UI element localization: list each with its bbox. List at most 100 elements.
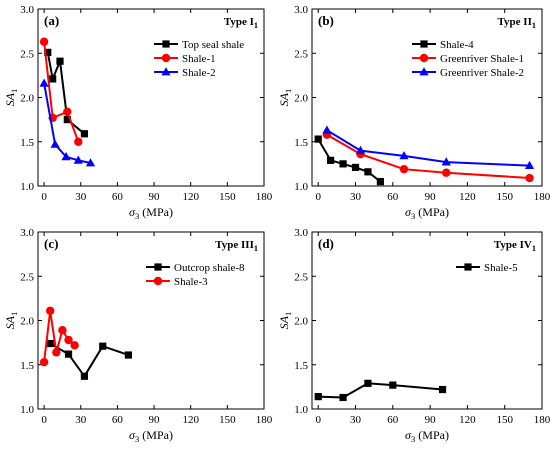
series-outcrop-shale-8 [46, 339, 132, 380]
x-tick-label: 120 [459, 414, 476, 426]
data-point [46, 306, 55, 315]
y-axis-label: SA1 [3, 89, 19, 107]
x-tick-label: 150 [219, 191, 236, 203]
y-tick-label: 2.0 [294, 93, 308, 105]
panel-tag: (b) [318, 13, 334, 28]
legend-marker [161, 53, 171, 63]
data-point [399, 151, 409, 160]
x-tick-label: 60 [112, 191, 124, 203]
y-tick-label: 1.5 [294, 137, 308, 149]
x-tick-label: 30 [350, 191, 362, 203]
legend-entry: Outcrop shale-8 [174, 262, 245, 274]
data-point [355, 145, 366, 154]
type-label: Type III1 [215, 239, 258, 253]
legend-marker [153, 276, 163, 286]
x-tick-label: 90 [425, 414, 437, 426]
data-point [49, 75, 57, 83]
data-point [364, 168, 372, 176]
series-shale-2 [39, 78, 96, 167]
series-greenriver-shale-1 [322, 130, 534, 183]
legend: Shale-5 [456, 262, 518, 274]
data-point [39, 78, 49, 87]
x-tick-label: 180 [534, 414, 550, 426]
data-point [52, 348, 61, 357]
x-tick-label: 0 [41, 414, 47, 426]
y-tick-label: 3.0 [294, 227, 308, 239]
y-tick-label: 1.0 [20, 181, 34, 193]
x-tick-label: 120 [182, 191, 199, 203]
y-tick-label: 2.0 [294, 316, 308, 328]
series-shale-3 [39, 306, 79, 367]
panel-d: 0 30 60 90 120 150 180 1.0 1.5 2.0 2.5 3.0 σ3 (MPa) S… [277, 227, 550, 444]
panel-tag: (d) [318, 236, 334, 251]
y-tick-label: 3.0 [294, 4, 308, 16]
x-tick-label: 90 [149, 191, 161, 203]
legend-marker [464, 263, 472, 271]
legend-marker [420, 40, 428, 48]
x-tick-label: 90 [149, 414, 161, 426]
y-tick-label: 1.5 [20, 137, 34, 149]
y-tick-label: 2.5 [20, 271, 34, 283]
data-point [339, 160, 347, 168]
x-axis-label: σ3 (MPa) [129, 205, 173, 221]
y-tick-label: 2.5 [20, 48, 34, 60]
panel-c: 0 30 60 90 120 150 180 1.0 1.5 2.0 2.5 3.0 σ3 (MPa) S… [3, 227, 273, 444]
series-line [326, 129, 530, 167]
legend: Outcrop shale-8 Shale-3 [146, 262, 245, 288]
legend-marker [162, 40, 170, 48]
data-point [80, 130, 89, 138]
y-axis-label: SA1 [3, 312, 19, 330]
x-axis-label: σ3 (MPa) [405, 205, 449, 221]
data-point [74, 137, 83, 146]
data-point [39, 357, 49, 367]
y-tick-label: 1.0 [294, 181, 308, 193]
legend: Shale-4 Greenriver Shale-1 Greenriver Shal… [412, 39, 524, 79]
data-point [61, 151, 71, 161]
data-point [63, 107, 72, 116]
series-line [318, 382, 443, 399]
panel-a: 0 30 60 90 120 150 180 1.0 1.5 2.0 2.5 3.0 σ3 (MPa) S… [3, 4, 273, 221]
x-axis-label: σ3 (MPa) [129, 428, 173, 444]
data-point [99, 342, 107, 350]
data-point [322, 125, 332, 134]
legend-entry: Shale-4 [440, 39, 474, 51]
data-point [50, 139, 60, 148]
data-point [525, 173, 534, 183]
x-tick-label: 0 [41, 191, 47, 203]
data-point [64, 335, 73, 345]
y-tick-label: 1.0 [294, 404, 308, 416]
data-point [70, 341, 79, 350]
data-point [64, 350, 73, 358]
data-point [389, 381, 397, 389]
plot-frame [311, 231, 543, 410]
data-point [376, 177, 384, 186]
data-point [44, 48, 52, 56]
type-label: Type I1 [224, 16, 258, 30]
x-tick-label: 30 [75, 414, 87, 426]
type-label: Type II1 [498, 16, 536, 30]
data-point [364, 379, 372, 387]
data-point [524, 160, 535, 170]
data-point [314, 135, 322, 143]
y-tick-label: 3.0 [20, 4, 34, 16]
data-point [351, 163, 360, 172]
legend-marker [419, 67, 429, 76]
x-tick-label: 60 [112, 414, 124, 426]
x-tick-label: 90 [425, 191, 437, 203]
data-point [73, 155, 83, 164]
panel-b: 0 30 60 90 120 150 180 1.0 1.5 2.0 2.5 3.0 σ3 (MPa) S… [277, 4, 550, 221]
y-tick-label: 2.5 [294, 48, 308, 60]
series-top-seal-shale [44, 48, 89, 138]
y-tick-label: 2.0 [20, 93, 34, 105]
series-line [43, 41, 80, 143]
x-tick-label: 150 [219, 414, 236, 426]
data-point [85, 158, 96, 167]
series-shale-1 [39, 37, 83, 146]
x-tick-label: 60 [387, 414, 399, 426]
x-tick-label: 180 [256, 414, 273, 426]
data-point [56, 57, 64, 65]
data-point [327, 156, 335, 164]
data-point [442, 168, 451, 177]
panel-tag: (c) [44, 236, 58, 251]
